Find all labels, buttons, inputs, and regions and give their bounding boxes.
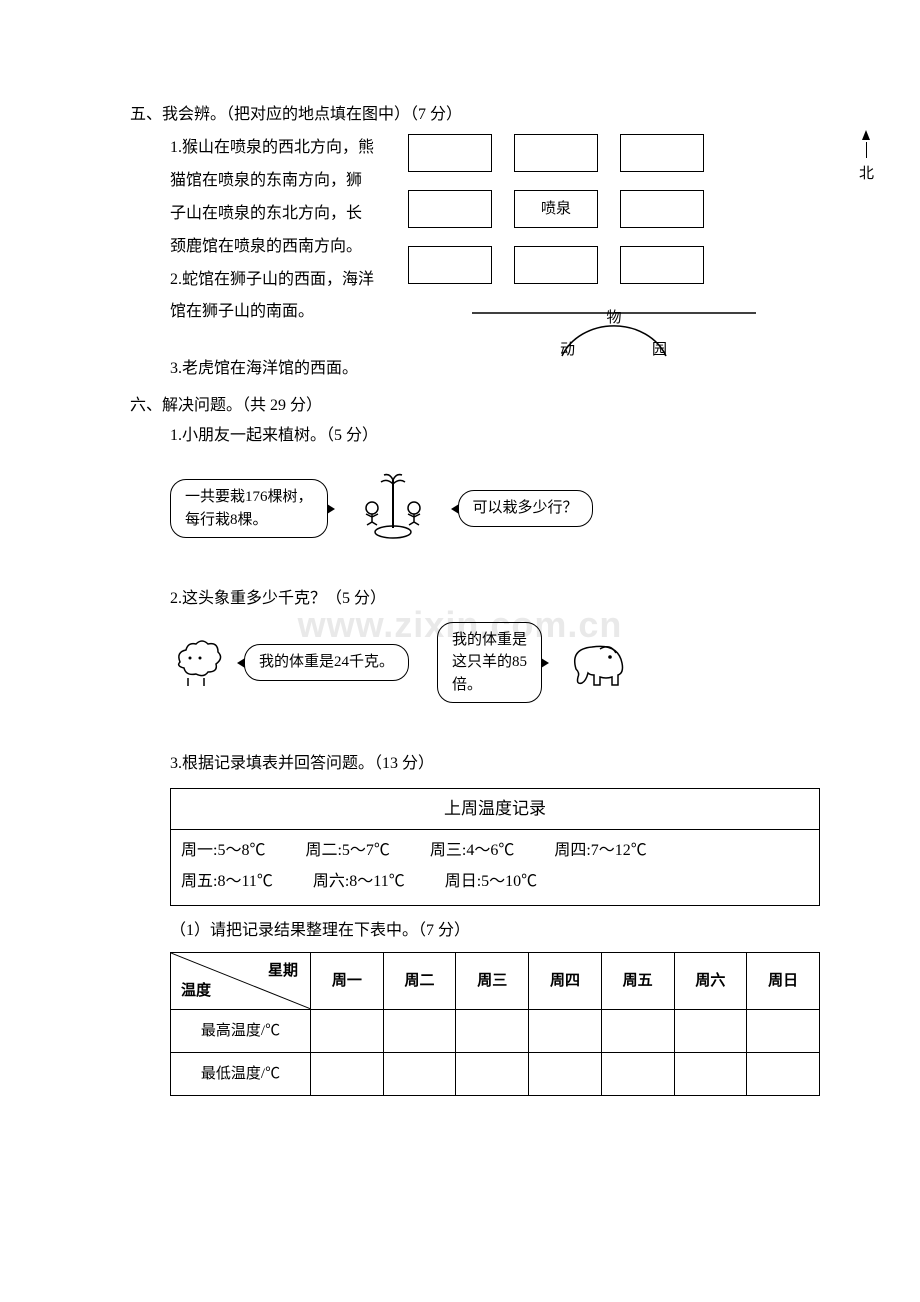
q5-line-6: 馆在狮子山的南面。 — [170, 296, 390, 329]
day-sat: 周六 — [674, 953, 747, 1010]
north-arrow-icon — [862, 130, 870, 140]
map-cell-se[interactable] — [620, 246, 704, 284]
high-sat[interactable] — [674, 1010, 747, 1053]
rec-wed: 周三:4～6℃ — [430, 836, 514, 866]
q5-line-1: 1.猴山在喷泉的西北方向，熊 — [170, 132, 390, 165]
zoo-gate: 动 物 园 — [408, 298, 820, 358]
zoo-right: 园 — [652, 341, 667, 358]
rec-sun: 周日:5～10℃ — [445, 867, 537, 897]
map-cell-nw[interactable] — [408, 134, 492, 172]
section-5-heading: 五、我会辨。（把对应的地点填在图中）（7 分） — [130, 100, 462, 130]
q5-line-4: 颈鹿馆在喷泉的西南方向。 — [170, 231, 390, 264]
map-cell-center: 喷泉 — [514, 190, 598, 228]
row-low-label: 最低温度/℃ — [171, 1053, 311, 1096]
rec-fri: 周五:8～11℃ — [181, 867, 273, 897]
q6-1-left-line2: 每行栽8棵。 — [185, 512, 268, 528]
rec-thu: 周四:7～12℃ — [554, 836, 646, 866]
day-tue: 周二 — [383, 953, 456, 1010]
map-cell-sw[interactable] — [408, 246, 492, 284]
high-wed[interactable] — [456, 1010, 529, 1053]
q6-1: 1.小朋友一起来植树。（5 分） 一共要栽176棵树， 每行栽8棵。 可以栽多少… — [130, 421, 820, 547]
q5-line-5: 2.蛇馆在狮子山的西面，海洋 — [170, 264, 390, 297]
day-mon: 周一 — [311, 953, 384, 1010]
q5-line-2: 猫馆在喷泉的东南方向，狮 — [170, 165, 390, 198]
map-cell-n[interactable] — [514, 134, 598, 172]
day-fri: 周五 — [601, 953, 674, 1010]
low-mon[interactable] — [311, 1053, 384, 1096]
q5-text: 1.猴山在喷泉的西北方向，熊 猫馆在喷泉的东南方向，狮 子山在喷泉的东北方向，长… — [170, 130, 390, 329]
temp-record-title: 上周温度记录 — [171, 789, 819, 830]
low-sun[interactable] — [747, 1053, 820, 1096]
high-fri[interactable] — [601, 1010, 674, 1053]
temp-record-box: 上周温度记录 周一:5～8℃ 周二:5～7℃ 周三:4～6℃ 周四:7～12℃ … — [170, 788, 820, 906]
q6-1-left-line1: 一共要栽176棵树， — [185, 489, 313, 505]
zoo-arc-icon: 动 物 园 — [464, 298, 764, 358]
temp-table: 星期 温度 周一 周二 周三 周四 周五 周六 周日 最高温度/℃ — [170, 952, 820, 1096]
temp-record-row1: 周一:5～8℃ 周二:5～7℃ 周三:4～6℃ 周四:7～12℃ — [181, 836, 809, 866]
sheep-icon — [170, 636, 224, 690]
map-cell-ne[interactable] — [620, 134, 704, 172]
high-tue[interactable] — [383, 1010, 456, 1053]
high-thu[interactable] — [529, 1010, 602, 1053]
rec-tue: 周二:5～7℃ — [305, 836, 389, 866]
q5-line-3: 子山在喷泉的东北方向，长 — [170, 198, 390, 231]
map-cell-w[interactable] — [408, 190, 492, 228]
temp-high-row: 最高温度/℃ — [171, 1010, 820, 1053]
row-high-label: 最高温度/℃ — [171, 1010, 311, 1053]
diag-bottom-label: 温度 — [181, 977, 211, 1006]
compass: 北 — [859, 130, 874, 189]
diag-top-label: 星期 — [268, 957, 298, 986]
map: 喷泉 动 物 园 — [408, 130, 820, 358]
high-mon[interactable] — [311, 1010, 384, 1053]
q6-1-right-bubble: 可以栽多少行？ — [458, 490, 593, 527]
day-thu: 周四 — [529, 953, 602, 1010]
low-thu[interactable] — [529, 1053, 602, 1096]
temp-low-row: 最低温度/℃ — [171, 1053, 820, 1096]
rec-mon: 周一:5～8℃ — [181, 836, 265, 866]
q5-line-7-wrap: 3.老虎馆在海洋馆的西面。 — [130, 354, 820, 384]
high-sun[interactable] — [747, 1010, 820, 1053]
q6-2-elephant-l2: 这只羊的85 — [452, 654, 527, 670]
map-cell-e[interactable] — [620, 190, 704, 228]
day-wed: 周三 — [456, 953, 529, 1010]
page-content: 五、我会辨。（把对应的地点填在图中）（7 分） 1.猴山在喷泉的西北方向，熊 猫… — [130, 100, 820, 1096]
q6-2-elephant-bubble: 我的体重是 这只羊的85 倍。 — [437, 622, 542, 704]
q6-3: 3.根据记录填表并回答问题。（13 分） 上周温度记录 周一:5～8℃ 周二:5… — [130, 749, 820, 1096]
section-6-heading: 六、解决问题。（共 29 分） — [130, 391, 322, 421]
temp-record-row2: 周五:8～11℃ 周六:8～11℃ 周日:5～10℃ — [181, 867, 809, 897]
q6-1-title: 1.小朋友一起来植树。（5 分） — [170, 421, 820, 451]
q6-2: 2.这头象重多少千克？（5 分） 我的体重是24千克。 我的体重是 这只羊的85… — [130, 584, 820, 704]
low-tue[interactable] — [383, 1053, 456, 1096]
low-fri[interactable] — [601, 1053, 674, 1096]
q5-line-7: 3.老虎馆在海洋馆的西面。 — [170, 354, 820, 384]
map-cell-s[interactable] — [514, 246, 598, 284]
tree-kids-icon — [348, 470, 438, 548]
q6-3-sub1: （1）请把记录结果整理在下表中。（7 分） — [170, 916, 820, 946]
temp-table-head-row: 星期 温度 周一 周二 周三 周四 周五 周六 周日 — [171, 953, 820, 1010]
low-wed[interactable] — [456, 1053, 529, 1096]
diag-header: 星期 温度 — [171, 953, 311, 1010]
zoo-mid: 物 — [606, 309, 621, 326]
q6-1-left-bubble: 一共要栽176棵树， 每行栽8棵。 — [170, 479, 328, 538]
compass-label: 北 — [859, 160, 874, 189]
section-5: 五、我会辨。（把对应的地点填在图中）（7 分） — [130, 100, 820, 130]
q5-body: 1.猴山在喷泉的西北方向，熊 猫馆在喷泉的东南方向，狮 子山在喷泉的东北方向，长… — [130, 130, 820, 358]
elephant-icon — [562, 635, 632, 691]
rec-sat: 周六:8～11℃ — [313, 867, 405, 897]
q6-2-elephant-l3: 倍。 — [452, 677, 482, 693]
zoo-left: 动 — [560, 341, 575, 358]
q6-2-sheep-bubble: 我的体重是24千克。 — [244, 644, 409, 681]
q6-2-title: 2.这头象重多少千克？（5 分） — [170, 584, 820, 614]
day-sun: 周日 — [747, 953, 820, 1010]
section-6: 六、解决问题。（共 29 分） — [130, 391, 820, 421]
q6-3-title: 3.根据记录填表并回答问题。（13 分） — [170, 749, 820, 779]
low-sat[interactable] — [674, 1053, 747, 1096]
q6-2-elephant-l1: 我的体重是 — [452, 632, 527, 648]
